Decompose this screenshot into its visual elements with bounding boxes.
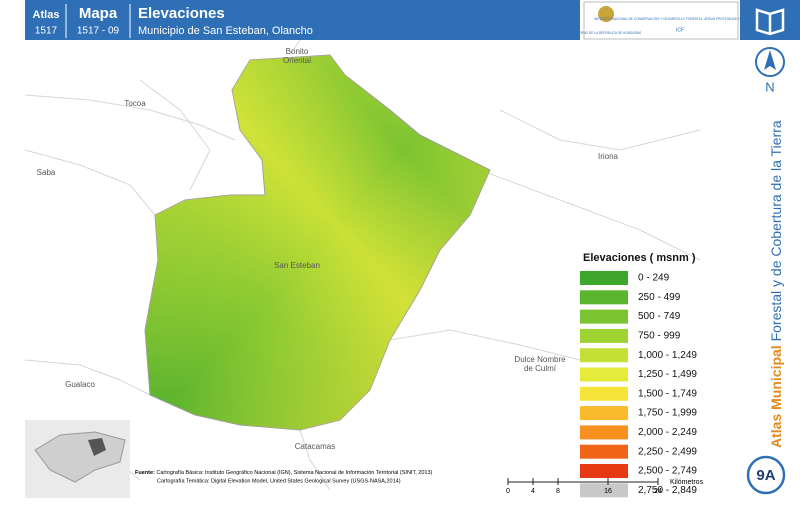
scale-tick-label: 4: [531, 488, 535, 495]
header-bar: [25, 0, 580, 40]
logo-crest: [598, 6, 614, 22]
book-icon: [755, 8, 785, 36]
scale-tick-label: 0: [506, 488, 510, 495]
map-number: 1517 - 09: [77, 26, 120, 37]
legend-swatch: [580, 290, 628, 305]
scale-tick-label: 8: [556, 488, 560, 495]
place-label: San Esteban: [274, 261, 320, 270]
legend-swatch: [580, 406, 628, 421]
legend-label: 1,250 - 1,499: [638, 369, 697, 380]
legend-label: 1,500 - 1,749: [638, 388, 697, 399]
place-label: Saba: [37, 168, 56, 177]
legend-swatch: [580, 483, 628, 498]
badge-circle: [746, 455, 786, 495]
legend-label: 250 - 499: [638, 292, 681, 303]
place-label: Catacamas: [295, 442, 335, 451]
atlas-label: Atlas: [33, 9, 60, 21]
series-bold: Atlas Municipal: [768, 345, 784, 448]
legend-swatch: [580, 328, 628, 343]
logo-institute: INSTITUTO NACIONAL DE CONSERVACIÓN Y DES…: [594, 16, 766, 21]
legend-title: Elevaciones ( msnm ): [583, 252, 696, 264]
legend-label: 2,750 - 2,849: [638, 485, 697, 496]
legend-label: 2,500 - 2,749: [638, 466, 697, 477]
municipality-relief: [145, 55, 490, 430]
source-line2: Cartografía Temática: Digital Elevation …: [157, 478, 401, 484]
scale-bar: 0 4 8 16 24 Kilómetros: [506, 478, 704, 495]
badge: 9A: [756, 467, 775, 484]
legend-swatch: [580, 309, 628, 324]
source-line1: Cartografía Básica: Instituto Geográfico…: [156, 470, 432, 476]
legend-label: 750 - 999: [638, 331, 681, 342]
legend-swatch: [580, 464, 628, 478]
legend-swatch: [580, 425, 628, 440]
logo-icf: ICF: [676, 27, 684, 33]
north-arrow: [764, 50, 776, 70]
map-subtitle: Municipio de San Esteban, Olancho: [138, 25, 313, 37]
source-label: Fuente:: [135, 470, 155, 476]
north-circle: [755, 47, 785, 77]
place-label: Tocoa: [124, 99, 146, 108]
legend-label: 2,000 - 2,249: [638, 427, 697, 438]
series-rest: Forestal y de Cobertura de la Tierra: [768, 120, 784, 341]
place-label: Bonito Oriental: [283, 47, 311, 65]
atlas-number: 1517: [35, 26, 58, 37]
scale-tick-label: 16: [604, 488, 612, 495]
series-title: Atlas Municipal Forestal y de Cobertura …: [768, 120, 784, 448]
scale-unit: Kilómetros: [670, 479, 704, 486]
legend-swatch: [580, 367, 628, 382]
legend-swatch: [580, 271, 628, 285]
legend-swatch: [580, 386, 628, 401]
legend: 0 - 249 250 - 499 500 - 749 750 - 999 1,000 …: [580, 271, 697, 498]
place-labels: Bonito Oriental Tocoa Saba Iriona San Esteban…: [37, 47, 619, 451]
legend-label: 500 - 749: [638, 311, 681, 322]
place-label: Gualaco: [65, 380, 95, 389]
inset-map: [25, 420, 130, 498]
north-label: N: [765, 79, 774, 94]
place-label: Iriona: [598, 152, 619, 161]
legend-label: 1,000 - 1,249: [638, 350, 697, 361]
place-label: Dulce Nombre de Culmí: [514, 355, 566, 373]
scale-tick-label: 24: [654, 488, 662, 495]
legend-label: 2,250 - 2,499: [638, 446, 697, 457]
legend-label: 1,750 - 1,999: [638, 408, 697, 419]
legend-label: 0 - 249: [638, 273, 670, 284]
map-title: Elevaciones: [138, 5, 225, 22]
legend-swatch: [580, 348, 628, 363]
map-label: Mapa: [79, 5, 118, 22]
source: Fuente: Cartografía Básica: Instituto Ge…: [135, 470, 433, 476]
inset-highlight: [88, 438, 106, 456]
legend-swatch: [580, 444, 628, 459]
logo-government: GOBIERNO DE LA REPÚBLICA DE HONDURAS: [571, 30, 641, 35]
